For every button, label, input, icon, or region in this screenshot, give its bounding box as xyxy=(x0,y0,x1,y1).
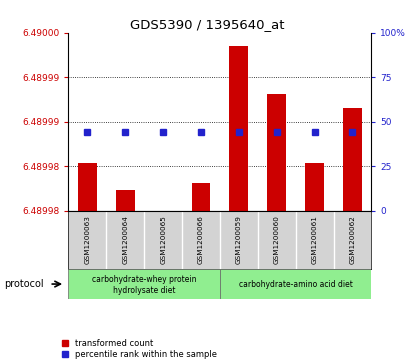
Text: GSM1200065: GSM1200065 xyxy=(160,215,166,264)
Text: carbohydrate-amino acid diet: carbohydrate-amino acid diet xyxy=(239,280,353,289)
Bar xyxy=(220,269,371,299)
Text: carbohydrate-whey protein: carbohydrate-whey protein xyxy=(92,275,196,284)
Text: GSM1200061: GSM1200061 xyxy=(312,215,317,264)
Bar xyxy=(229,46,248,211)
Bar xyxy=(192,183,210,211)
Text: protocol: protocol xyxy=(4,279,44,289)
Text: GDS5390 / 1395640_at: GDS5390 / 1395640_at xyxy=(130,18,285,31)
Text: GSM1200063: GSM1200063 xyxy=(84,215,90,264)
Text: GSM1200060: GSM1200060 xyxy=(274,215,280,264)
Bar xyxy=(154,211,173,238)
Bar xyxy=(78,163,97,211)
Bar xyxy=(305,163,324,211)
Text: GSM1200064: GSM1200064 xyxy=(122,215,128,264)
Legend: transformed count, percentile rank within the sample: transformed count, percentile rank withi… xyxy=(62,339,217,359)
Text: GSM1200066: GSM1200066 xyxy=(198,215,204,264)
Bar xyxy=(68,269,220,299)
Bar xyxy=(267,94,286,211)
Text: hydrolysate diet: hydrolysate diet xyxy=(113,286,176,295)
Text: GSM1200062: GSM1200062 xyxy=(349,215,356,264)
Bar xyxy=(116,190,135,211)
Text: GSM1200059: GSM1200059 xyxy=(236,215,242,264)
Bar xyxy=(343,108,362,211)
